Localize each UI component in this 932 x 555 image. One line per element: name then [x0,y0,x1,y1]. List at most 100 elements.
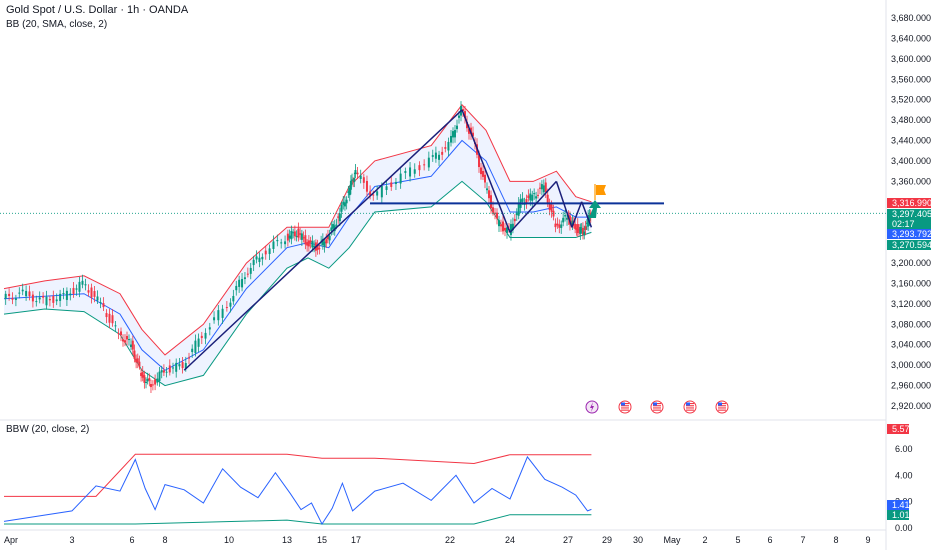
trend-line[interactable] [555,181,573,228]
candle-body [243,277,246,280]
price-tick-label: 3,200.000 [891,258,931,268]
candle-body [62,292,65,294]
trend-line[interactable] [461,109,511,233]
candle-body [354,170,357,175]
candle-body [342,201,345,205]
bb-upper-line [3,104,592,356]
candle-body [135,358,138,363]
flash-icon[interactable] [585,400,599,414]
candle-body [299,233,302,235]
candle-body [241,279,244,288]
candle-body [447,141,450,151]
candle-body [293,231,296,237]
candle-body [136,358,139,363]
drawing-tools[interactable] [183,109,664,371]
candle-body [515,212,518,216]
price-tag [887,229,931,239]
candle-body [172,367,174,369]
candle-body [498,220,500,227]
candle-body [323,241,326,247]
time-axis[interactable]: Apr 3 6 8 10 13 15 17 22 24 27 29 30 May 2 5 6 7 8 9 [4,535,871,545]
candle-body [295,235,298,237]
candle-body [102,303,105,308]
event-icons[interactable] [585,400,729,414]
candle-body [335,224,338,226]
time-tick-label: 3 [69,535,74,545]
time-tick-label: 9 [865,535,870,545]
time-tick-label: 13 [282,535,292,545]
price-tick-label: 3,120.000 [891,299,931,309]
price-tag-label: 3,293.792 [892,229,932,239]
candle-body [42,295,45,298]
candle-body [297,228,300,238]
candle-body [585,222,588,224]
trend-line[interactable] [183,109,463,371]
candle-body [18,292,21,294]
price-axis[interactable]: 3,680.000 3,640.000 3,600.000 3,560.000 3,52… [887,13,932,411]
candle-body [318,248,321,250]
candle-body [143,375,146,383]
candle-body [571,220,574,225]
candle-body [221,308,224,318]
candle-body [75,288,78,290]
candle-body [537,194,540,196]
price-tag-label: 3,316.990 [892,198,932,208]
candle-body [356,172,359,175]
candle-body [122,339,124,342]
candle-body [330,227,333,231]
bb-indicator-label[interactable]: BB (20, SMA, close, 2) [6,19,107,30]
time-tick-label: 8 [833,535,838,545]
bbw-tag [887,510,909,520]
candle-body [252,259,255,266]
trend-line[interactable] [571,201,583,228]
candle-body [235,285,238,291]
candle-body [25,290,28,297]
candle-body [124,340,126,343]
trend-line[interactable] [580,201,593,228]
bbw-axis[interactable]: 6.004.002.000.005.571.411.01 [887,424,913,533]
flag-icon[interactable] [596,185,606,195]
candle-body [564,215,567,217]
time-tick-label: 15 [317,535,327,545]
time-tick-label: 6 [767,535,772,545]
price-tick-label: 3,640.000 [891,33,931,43]
candle-body [369,191,372,196]
candle-body [168,365,171,373]
candle-body [502,221,504,232]
us-flag-icon[interactable] [715,400,729,414]
candle-body [468,128,470,134]
candle-body [345,199,348,204]
candle-body [492,207,494,213]
candle-body [581,227,584,235]
trend-line[interactable] [509,180,557,233]
candle-body [225,307,228,309]
candle-body [99,301,102,303]
us-flag-icon[interactable] [683,400,697,414]
candle-body [584,226,587,230]
candle-body [362,177,365,183]
candle-body [587,215,590,227]
candle-body [513,218,516,222]
candle-body [579,227,582,234]
up-arrow-icon[interactable] [589,200,601,218]
bb-middle-line [3,139,592,371]
price-tick-label: 3,680.000 [891,13,931,23]
bbw-indicator-label[interactable]: BBW (20, close, 2) [6,424,89,435]
candle-body [347,191,350,193]
candle-body [90,287,93,298]
candle-body [409,167,412,177]
candle-body [87,290,90,293]
chart-title[interactable]: Gold Spot / U.S. Dollar · 1h · OANDA [6,4,189,16]
candle-body [302,237,305,239]
candle-body [376,191,379,196]
us-flag-icon[interactable] [650,400,664,414]
candle-body [578,229,581,231]
candle-body [542,185,545,193]
candle-body [441,151,444,155]
price-tick-label: 3,560.000 [891,74,931,84]
candle-body [158,371,161,382]
price-tag [887,209,931,219]
us-flag-icon[interactable] [618,400,632,414]
candle-body [232,295,235,302]
